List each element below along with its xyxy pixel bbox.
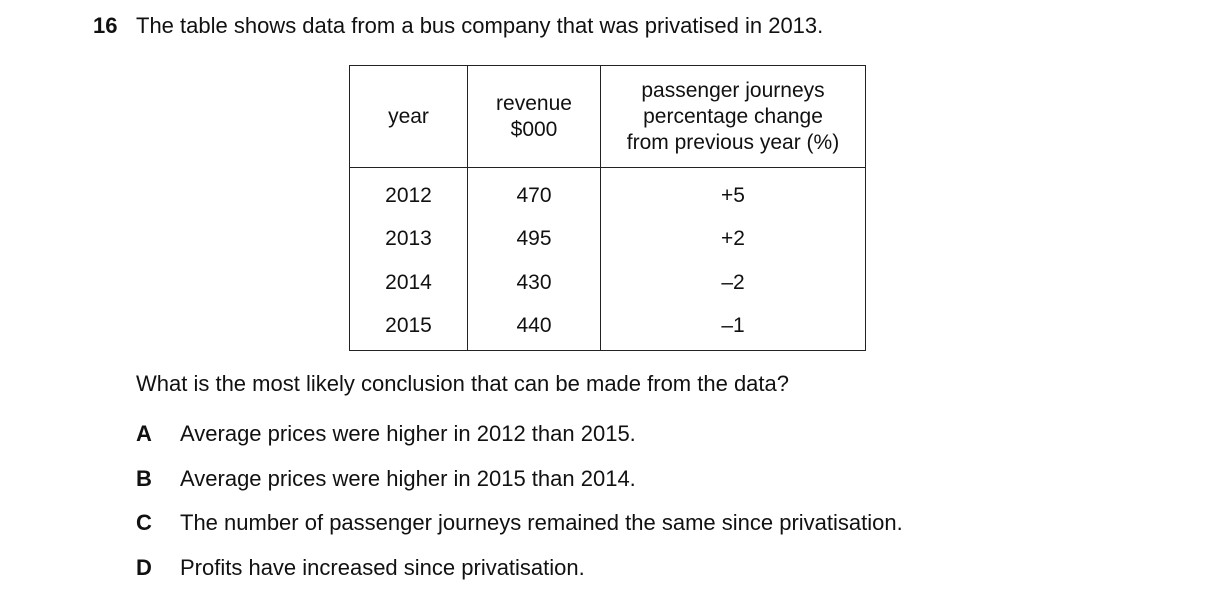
cell-journeys-change: +2 [600, 217, 866, 261]
question-number: 16 [93, 13, 118, 38]
option-text: Profits have increased since privatisati… [180, 555, 585, 580]
cell-year: 2014 [349, 261, 468, 305]
cell-year: 2012 [349, 167, 468, 218]
cell-revenue: 495 [467, 217, 601, 261]
table-row: 2015 440 –1 [349, 304, 866, 351]
option-d[interactable]: D Profits have increased since privatisa… [136, 555, 585, 581]
header-line: $000 [510, 117, 558, 141]
data-table: year revenue $000 passenger journeys per… [349, 65, 866, 351]
header-line: from previous year (%) [626, 130, 840, 154]
cell-revenue: 470 [467, 167, 601, 218]
option-text: The number of passenger journeys remaine… [180, 510, 903, 535]
cell-revenue: 440 [467, 304, 601, 351]
cell-journeys-change: +5 [600, 167, 866, 218]
cell-year: 2015 [349, 304, 468, 351]
header-year: year [349, 65, 468, 168]
header-line: year [388, 104, 429, 128]
option-c[interactable]: C The number of passenger journeys remai… [136, 510, 903, 536]
option-letter: B [136, 466, 152, 491]
header-line: revenue [496, 91, 572, 115]
header-line: percentage change [643, 104, 823, 128]
table-row: 2014 430 –2 [349, 261, 866, 305]
table-row: 2013 495 +2 [349, 217, 866, 261]
header-line: passenger journeys [641, 78, 825, 102]
option-b[interactable]: B Average prices were higher in 2015 tha… [136, 466, 636, 492]
option-letter: A [136, 421, 152, 446]
cell-journeys-change: –1 [600, 304, 866, 351]
cell-revenue: 430 [467, 261, 601, 305]
header-passenger-journeys: passenger journeys percentage change fro… [600, 65, 866, 168]
cell-year: 2013 [349, 217, 468, 261]
option-text: Average prices were higher in 2015 than … [180, 466, 636, 491]
header-revenue: revenue $000 [467, 65, 601, 168]
option-text: Average prices were higher in 2012 than … [180, 421, 636, 446]
cell-journeys-change: –2 [600, 261, 866, 305]
option-letter: C [136, 510, 152, 535]
option-letter: D [136, 555, 152, 580]
option-a[interactable]: A Average prices were higher in 2012 tha… [136, 421, 636, 447]
question-stem: The table shows data from a bus company … [136, 13, 824, 38]
table-header-row: year revenue $000 passenger journeys per… [349, 65, 866, 168]
table-row: 2012 470 +5 [349, 167, 866, 218]
question-prompt: What is the most likely conclusion that … [136, 371, 789, 396]
